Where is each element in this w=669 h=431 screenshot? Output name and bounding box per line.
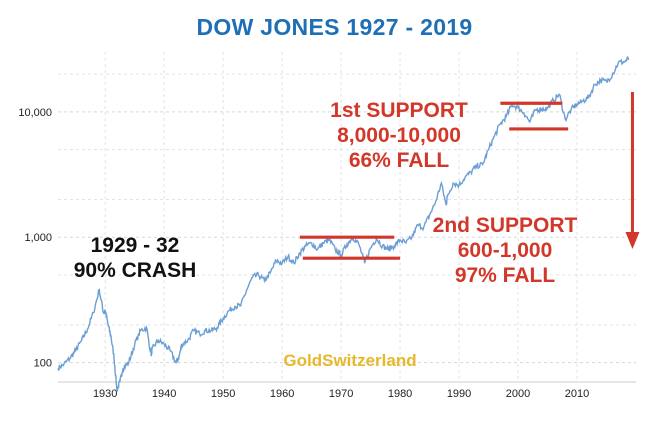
- crash-years: 1929 - 32: [90, 234, 180, 257]
- x-tick-label: 1970: [329, 388, 353, 400]
- crash-percent: 90% CRASH: [73, 259, 197, 282]
- gridlines: [58, 52, 636, 383]
- second-support-range: 600-1,000: [457, 239, 553, 262]
- first-support-fall: 66% FALL: [348, 149, 450, 172]
- x-tick-label: 1990: [447, 388, 471, 400]
- fall-arrow: [625, 92, 640, 249]
- first-support-range: 8,000-10,000: [337, 124, 461, 147]
- x-tick-label: 1940: [152, 388, 176, 400]
- fall-arrow-head: [625, 232, 640, 249]
- second-support-fall: 97% FALL: [454, 264, 556, 287]
- second-support-annotation: 2nd SUPPORT 600-1,000 97% FALL: [420, 213, 590, 288]
- support-bands: [299, 101, 569, 260]
- chart-title: DOW JONES 1927 - 2019: [196, 14, 473, 40]
- y-tick-label: 1,000: [24, 232, 52, 244]
- second-support-label: 2nd SUPPORT: [432, 214, 578, 237]
- first-support-label: 1st SUPPORT: [330, 99, 468, 122]
- x-tick-label: 2010: [565, 388, 589, 400]
- y-tick-label: 100: [34, 358, 52, 370]
- x-tick-label: 1960: [270, 388, 294, 400]
- x-tick-label: 2000: [506, 388, 530, 400]
- first-support-annotation: 1st SUPPORT 8,000-10,000 66% FALL: [318, 98, 480, 173]
- watermark: GoldSwitzerland: [283, 351, 417, 370]
- x-tick-label: 1980: [388, 388, 412, 400]
- axis-labels: 100 1,000 10,000 1930 1940 1950 1960 1970 1980 19…: [18, 107, 589, 400]
- x-tick-label: 1930: [93, 388, 117, 400]
- y-tick-label: 10,000: [18, 107, 52, 119]
- x-tick-label: 1950: [211, 388, 235, 400]
- crash-annotation: 1929 - 32 90% CRASH: [50, 233, 220, 283]
- dow-jones-line: [57, 56, 630, 392]
